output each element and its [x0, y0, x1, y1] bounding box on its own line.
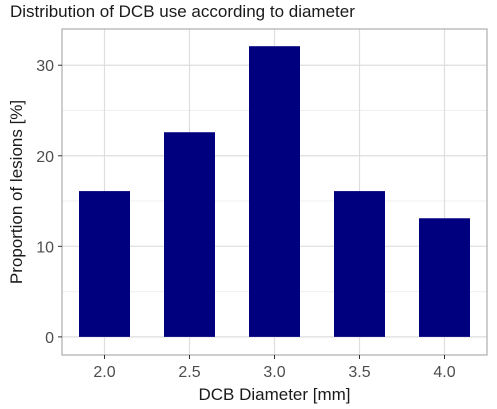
y-tick-label: 0: [45, 330, 54, 347]
y-tick-label: 30: [36, 58, 54, 75]
x-tick-label: 3.0: [263, 364, 285, 381]
bar-3.0: [249, 46, 300, 337]
x-tick-label: 4.0: [433, 364, 455, 381]
bars: [79, 46, 470, 337]
bar-4.0: [419, 218, 470, 337]
x-tick-label: 2.5: [178, 364, 200, 381]
bar-3.5: [334, 191, 385, 337]
y-tick-label: 20: [36, 149, 54, 166]
chart-title: Distribution of DCB use according to dia…: [10, 2, 355, 21]
bar-2.5: [164, 132, 215, 337]
x-axis-label: DCB Diameter [mm]: [198, 385, 350, 404]
y-axis-ticks: 0 10 20 30: [36, 58, 62, 347]
x-tick-label: 3.5: [348, 364, 370, 381]
y-tick-label: 10: [36, 239, 54, 256]
bar-2.0: [79, 191, 130, 337]
x-tick-label: 2.0: [93, 364, 115, 381]
x-axis-ticks: 2.0 2.5 3.0 3.5 4.0: [93, 355, 456, 381]
y-axis-label: Proportion of lesions [%]: [7, 100, 26, 284]
